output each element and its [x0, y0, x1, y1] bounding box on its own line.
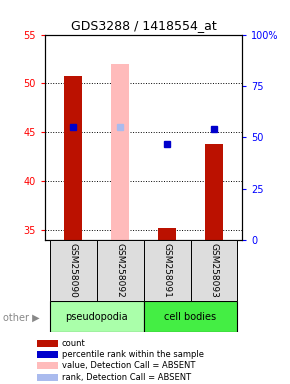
Bar	[37, 339, 58, 346]
Bar	[37, 362, 58, 369]
Bar	[158, 228, 176, 240]
Bar	[97, 240, 144, 301]
Title: GDS3288 / 1418554_at: GDS3288 / 1418554_at	[71, 19, 216, 32]
Bar	[50, 301, 144, 332]
Text: GSM258092: GSM258092	[116, 243, 125, 298]
Text: GSM258090: GSM258090	[69, 243, 78, 298]
Bar	[144, 240, 191, 301]
Text: cell bodies: cell bodies	[164, 312, 217, 322]
Text: count: count	[62, 339, 86, 348]
Bar	[37, 351, 58, 358]
Bar	[37, 374, 58, 381]
Bar	[50, 240, 97, 301]
Bar	[64, 76, 82, 240]
Bar	[205, 144, 223, 240]
Bar	[191, 240, 238, 301]
Text: GSM258091: GSM258091	[162, 243, 171, 298]
Bar	[144, 301, 238, 332]
Text: GSM258093: GSM258093	[209, 243, 218, 298]
Text: pseudopodia: pseudopodia	[65, 312, 128, 322]
Text: other ▶: other ▶	[3, 313, 39, 323]
Text: value, Detection Call = ABSENT: value, Detection Call = ABSENT	[62, 361, 195, 370]
Text: rank, Detection Call = ABSENT: rank, Detection Call = ABSENT	[62, 372, 191, 382]
Text: percentile rank within the sample: percentile rank within the sample	[62, 349, 204, 359]
Bar	[111, 64, 129, 240]
